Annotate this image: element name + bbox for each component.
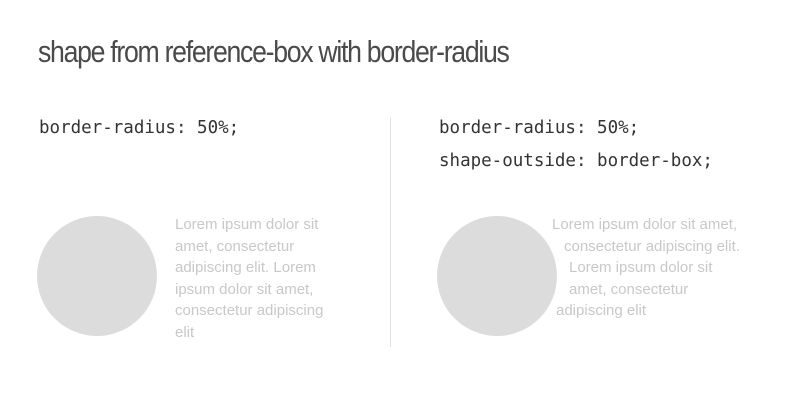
right-text-line: adipiscing elit (556, 302, 647, 320)
left-wrapped-text: Lorem ipsum dolor sit amet, consectetur … (175, 214, 323, 344)
right-text-line: Lorem ipsum dolor sit amet, (552, 216, 738, 233)
right-wrapped-text: Lorem ipsum dolor sit amet, consectetur … (0, 214, 800, 334)
right-text-line: Lorem ipsum dolor sit (569, 259, 713, 277)
left-text-line: Lorem ipsum dolor sit (175, 216, 319, 233)
left-text-line: ipsum dolor sit amet, (175, 280, 314, 298)
left-text-line: amet, consectetur (175, 237, 295, 255)
right-code-border-radius: border-radius: 50%; (439, 118, 640, 138)
left-text-line: adipiscing elit. Lorem (175, 259, 316, 277)
right-text-line: consectetur adipiscing elit. (564, 237, 740, 255)
left-code-border-radius: border-radius: 50%; (39, 118, 240, 138)
left-text-line: consectetur adipiscing (175, 302, 324, 320)
right-text-line: amet, consectetur (569, 280, 689, 298)
right-circle-shape (437, 216, 557, 336)
right-code-shape-outside: shape-outside: border-box; (439, 151, 713, 171)
left-text-line: elit (175, 323, 195, 341)
left-circle-shape (37, 216, 157, 336)
column-divider (390, 118, 391, 347)
page-title: shape from reference-box with border-rad… (38, 34, 510, 69)
